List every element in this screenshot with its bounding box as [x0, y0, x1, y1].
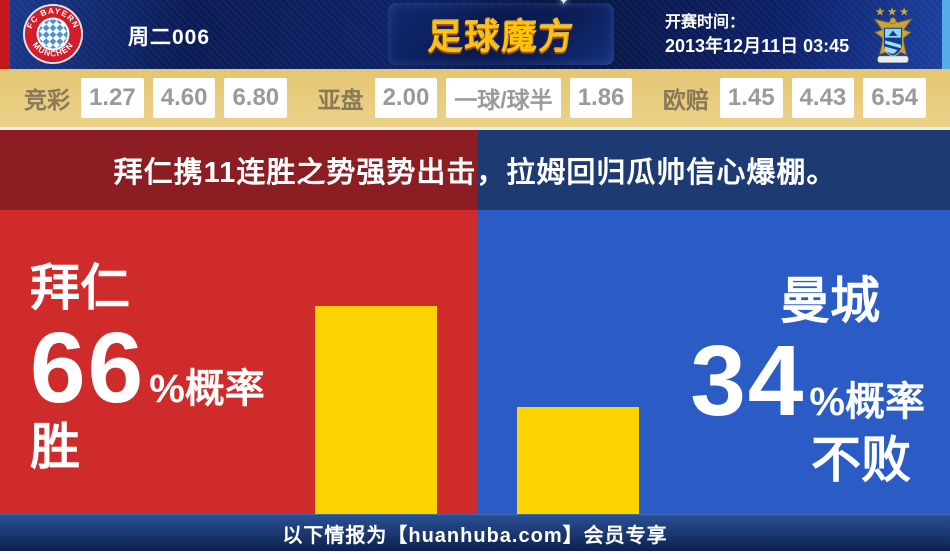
away-percent-line: 34 %概率: [690, 324, 925, 437]
away-percent-value: 34: [690, 324, 806, 437]
site-logo-text: 足球魔方: [426, 17, 575, 57]
prediction-area: 拜仁携11连胜之势强势出击，拉姆回归瓜帅信心爆棚。 拜仁 66 %概率 胜 曼城…: [0, 130, 950, 514]
kickoff-info: 开赛时间： 2013年12月11日 03:45: [665, 12, 849, 58]
probability-panels: [0, 210, 950, 514]
odds-value-box: 1.45: [719, 78, 783, 118]
man-city-crest-icon: ★★★: [864, 4, 922, 66]
home-outcome: 胜: [30, 418, 80, 475]
home-percent-line: 66 %概率: [30, 311, 265, 424]
footer-text: 以下情报为【huanhuba.com】会员专享: [282, 524, 668, 547]
odds-label-jingcai: 竞彩: [24, 87, 70, 113]
footer: 以下情报为【huanhuba.com】会员专享: [0, 514, 950, 551]
odds-group-jingcai: 竞彩 1.27 4.60 6.80: [24, 78, 288, 118]
away-outcome: 不败: [811, 431, 911, 488]
odds-value-box: 4.60: [152, 78, 216, 118]
header: FC BAYERN MÜNCHEN 周二006 足球魔方 ✦ 开赛时间： 201…: [0, 0, 950, 69]
odds-value-box: 6.54: [863, 78, 926, 118]
home-percent-suffix: %概率: [149, 366, 265, 411]
headline-text: 拜仁携11连胜之势强势出击，拉姆回归瓜帅信心爆棚。: [113, 157, 837, 189]
odds-label-yapan: 亚盘: [317, 87, 364, 113]
headline-band: [0, 130, 950, 210]
headline-band-home: [0, 130, 478, 210]
headline-band-away: [478, 130, 950, 210]
right-edge-blue-strip: [942, 0, 950, 69]
away-percent-suffix: %概率: [809, 379, 925, 424]
svg-text:★★★: ★★★: [875, 7, 911, 19]
odds-value-box: 6.80: [224, 78, 288, 118]
home-percent-value: 66: [30, 311, 146, 424]
odds-label-oupei: 欧赔: [662, 87, 709, 113]
kickoff-label: 开赛时间：: [665, 14, 746, 31]
left-edge-red-strip: [0, 0, 10, 69]
odds-value-box: 1.86: [569, 78, 633, 118]
odds-value-box: 2.00: [374, 78, 438, 118]
site-logo-panel: 足球魔方 ✦: [388, 0, 614, 65]
sparkle-icon: ✦: [557, 0, 570, 9]
home-team-name: 拜仁: [30, 260, 130, 316]
odds-group-yapan: 亚盘 2.00 一球/球半 1.86: [318, 78, 633, 118]
home-probability-bar: [315, 306, 437, 514]
bayern-munich-crest-icon: FC BAYERN MÜNCHEN: [22, 3, 84, 65]
odds-bar: 竞彩 1.27 4.60 6.80 亚盘 2.00 一球/球半 1.86 欧赔 …: [0, 69, 950, 130]
away-prediction-text: 曼城 34 %概率 不败: [690, 273, 925, 488]
match-number: 周二006: [128, 26, 211, 49]
odds-handicap-box: 一球/球半: [446, 78, 561, 118]
away-probability-bar: [517, 407, 639, 514]
odds-value-box: 1.27: [81, 78, 144, 118]
odds-group-oupei: 欧赔 1.45 4.43 6.54: [663, 78, 926, 118]
odds-value-box: 4.43: [791, 78, 855, 118]
kickoff-time: 2013年12月11日 03:45: [665, 35, 850, 56]
home-prediction-text: 拜仁 66 %概率 胜: [30, 260, 265, 475]
away-team-name: 曼城: [780, 273, 880, 329]
